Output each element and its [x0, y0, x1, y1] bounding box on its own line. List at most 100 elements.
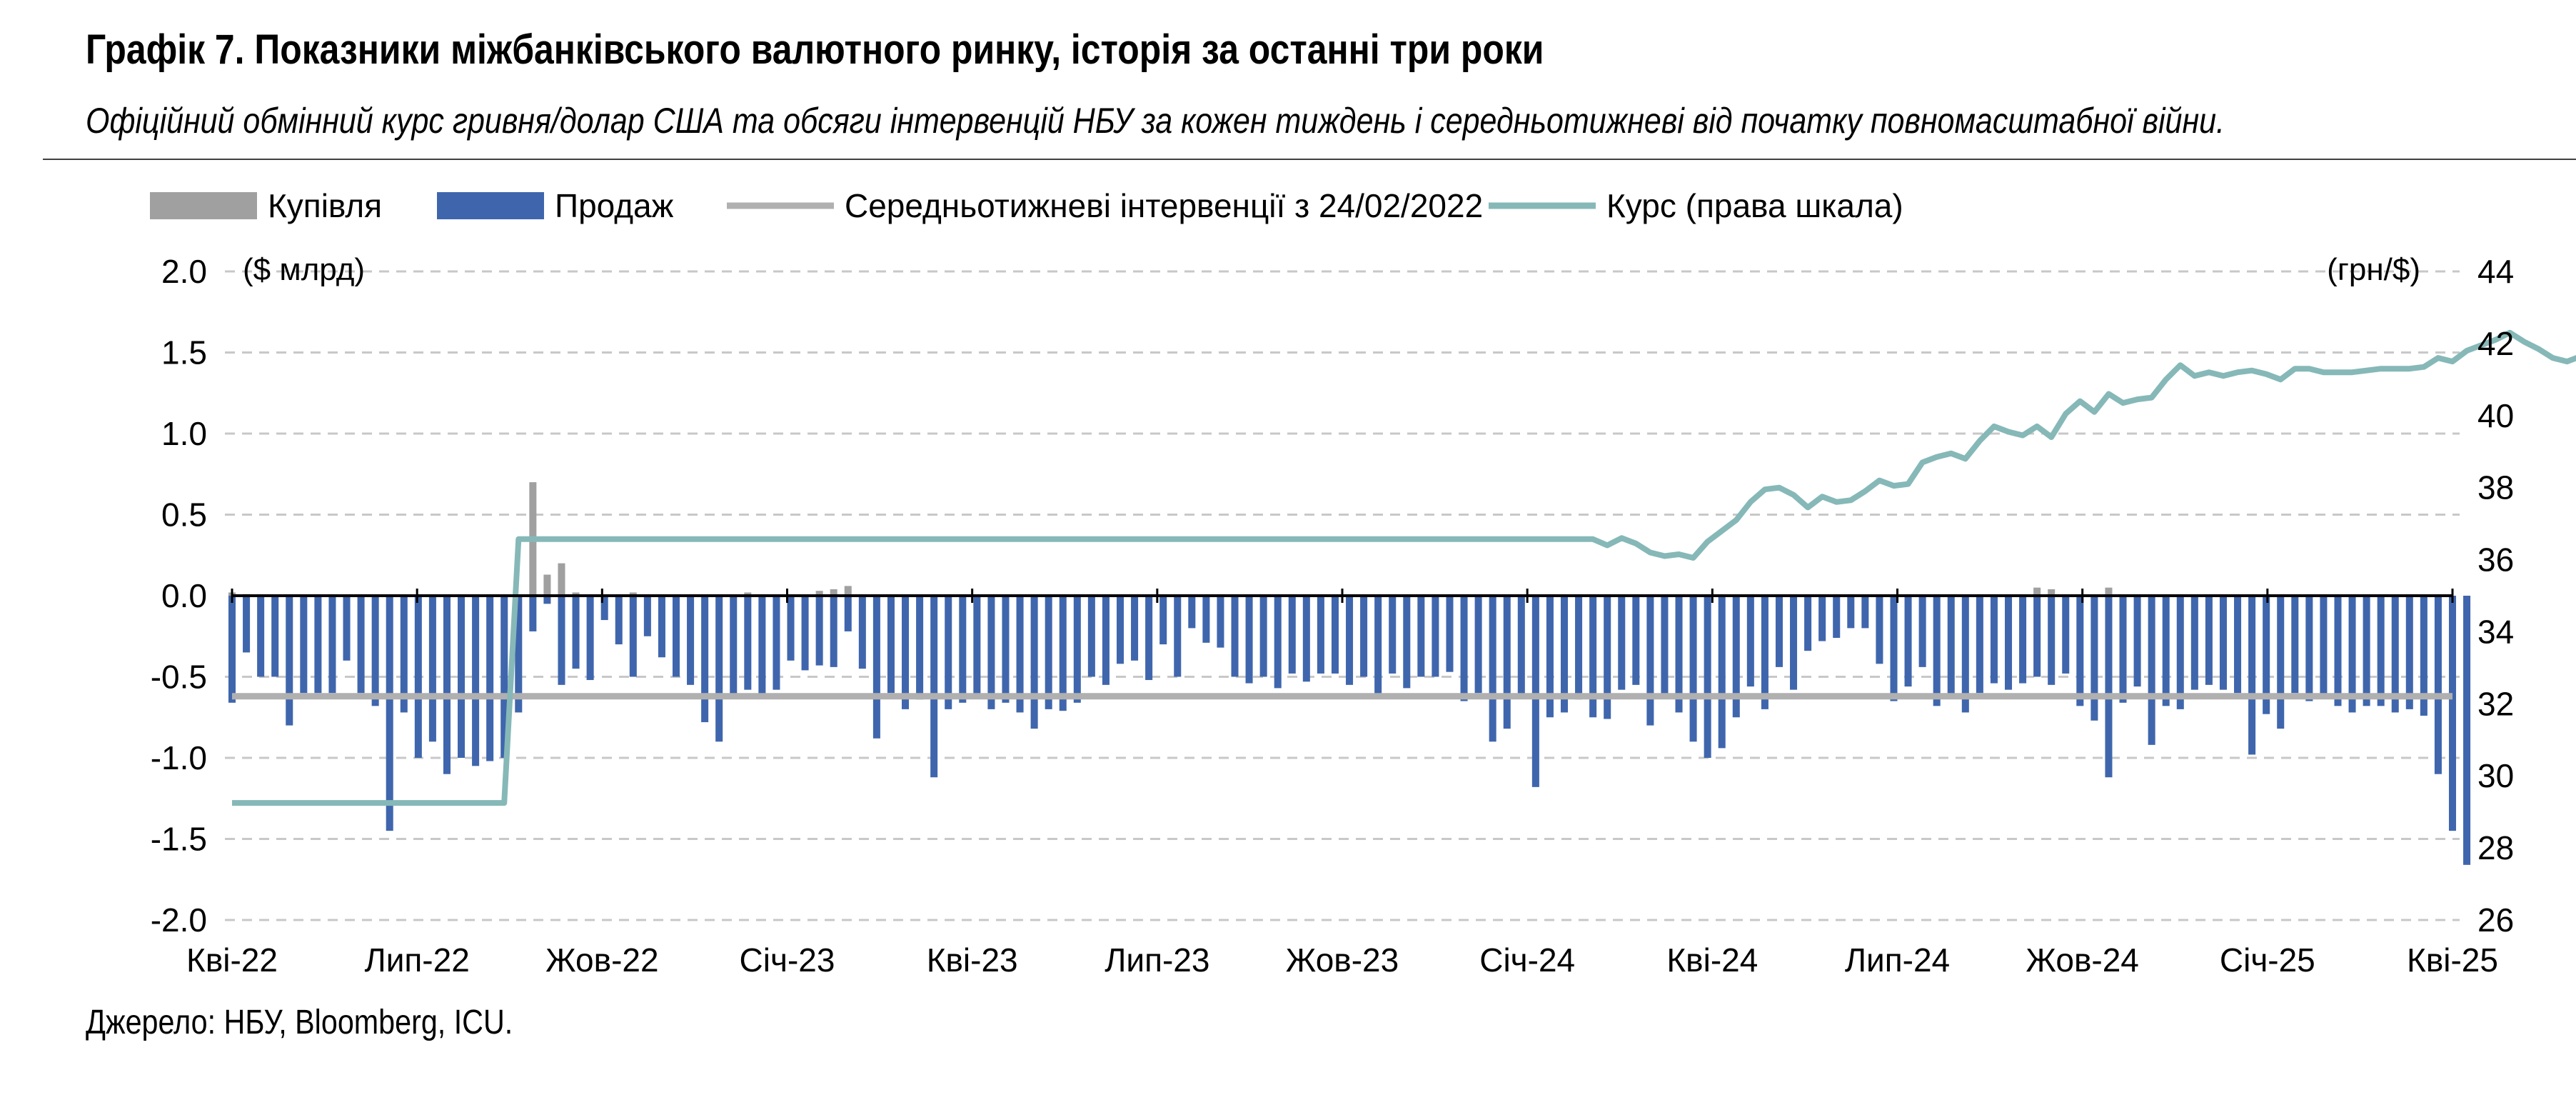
purchase-bar: [2033, 587, 2041, 596]
sale-bar: [1517, 596, 1525, 696]
sale-bar: [314, 596, 322, 694]
sale-bar: [801, 596, 809, 671]
sale-bar: [228, 596, 236, 703]
sale-bar: [2305, 596, 2313, 701]
x-tick-label: Жов-23: [1286, 941, 1399, 979]
sale-bar: [1174, 596, 1182, 677]
sale-bar: [844, 596, 852, 631]
sale-bar: [1933, 596, 1941, 706]
sale-bar: [1374, 596, 1382, 695]
sale-bar: [2119, 596, 2127, 703]
sale-bar: [1159, 596, 1167, 645]
sale-bar: [2434, 596, 2442, 774]
sale-bar: [2405, 596, 2413, 709]
sale-bar: [787, 596, 795, 661]
left-tick-label: 1.0: [161, 415, 207, 452]
sale-bar: [2463, 596, 2471, 865]
sale-bar: [1890, 596, 1898, 701]
sale-bar: [2291, 596, 2299, 694]
sale-bar: [1259, 596, 1267, 677]
axes: 2.0 1.5 1.0 0.5 0.0 -0.5 -1.0 -1.5 -2.0 44 42 40 38 3…: [151, 252, 2514, 979]
sale-bar: [300, 596, 308, 694]
sale-bar: [1331, 596, 1339, 674]
sale-bar: [1961, 596, 1969, 713]
sale-bar: [858, 596, 866, 669]
purchase-bar: [629, 592, 637, 596]
sale-bar: [1775, 596, 1783, 667]
sale-bar: [2420, 596, 2427, 716]
sale-bar: [286, 596, 293, 726]
sale-bar: [1045, 596, 1052, 709]
line-series: [232, 329, 2576, 806]
sale-bar: [1116, 596, 1125, 664]
left-tick-label: -2.0: [151, 901, 207, 939]
sale-bar: [973, 596, 981, 696]
sale-bar: [586, 596, 594, 681]
x-tick-label: Січ-23: [740, 941, 835, 979]
x-tick-label: Кві-22: [186, 941, 278, 979]
sale-bar: [400, 596, 408, 713]
sale-bar: [2263, 596, 2270, 714]
sale-bar: [1302, 596, 1310, 682]
sale-bar: [1231, 596, 1239, 677]
right-axis-label: (грн/$): [2327, 252, 2420, 287]
legend-label: Курс (права шкала): [1606, 187, 1903, 224]
sale-bar: [328, 596, 336, 694]
sale-bar: [1575, 596, 1583, 700]
sale-bar: [1030, 596, 1038, 729]
left-axis-label: ($ млрд): [243, 252, 365, 287]
sale-bar: [1661, 596, 1669, 696]
legend-label: Середньотижневі інтервенції з 24/02/2022: [845, 187, 1483, 224]
sale-bar: [872, 596, 880, 739]
sale-bar: [945, 596, 952, 709]
right-tick-label: 44: [2477, 253, 2514, 290]
sale-bar: [1145, 596, 1153, 681]
sale-bar: [1503, 596, 1511, 729]
sale-bar: [916, 596, 924, 700]
sale-bar: [1245, 596, 1253, 684]
sale-bar: [1131, 596, 1139, 661]
sale-bar: [730, 596, 738, 696]
purchase-bar: [744, 592, 752, 596]
right-tick-label: 34: [2477, 613, 2514, 650]
sale-bar: [2320, 596, 2328, 696]
sale-bar: [2062, 596, 2070, 674]
sale-bar: [1947, 596, 1955, 699]
sale-bar: [2004, 596, 2013, 690]
x-tick-label: Січ-24: [1479, 941, 1575, 979]
sale-bar: [1288, 596, 1296, 674]
purchase-bar: [844, 586, 852, 596]
left-tick-label: 1.5: [161, 334, 207, 371]
right-tick-label: 26: [2477, 901, 2514, 939]
sale-bar: [615, 596, 623, 645]
sale-bar: [744, 596, 752, 690]
right-tick-label: 36: [2477, 541, 2514, 579]
sale-bar: [1531, 596, 1539, 787]
right-tick-label: 42: [2477, 325, 2514, 362]
x-tick-label: Кві-24: [1666, 941, 1758, 979]
sale-bar: [357, 596, 365, 694]
sale-bar: [2334, 596, 2342, 706]
sale-bar: [1732, 596, 1740, 718]
sale-bar: [2091, 596, 2098, 721]
sale-bar: [629, 596, 637, 677]
purchase-bar: [2048, 589, 2056, 596]
right-tick-label: 30: [2477, 757, 2514, 794]
sale-bar: [643, 596, 651, 636]
sale-bar: [930, 596, 938, 778]
sale-bar: [600, 596, 608, 621]
sale-bar: [386, 596, 393, 831]
sale-bar: [2048, 596, 2056, 685]
sale-bar: [2391, 596, 2399, 713]
legend-swatch: [150, 192, 257, 219]
x-tick-label: Кві-23: [927, 941, 1018, 979]
sale-bar: [343, 596, 351, 661]
sale-bar: [2148, 596, 2155, 745]
chart-subtitle: Офіційний обмінний курс гривня/долар США…: [86, 101, 2225, 141]
sale-bar: [658, 596, 665, 658]
chart-title: Графік 7. Показники міжбанківського валю…: [86, 26, 1544, 73]
sale-bar: [2033, 596, 2041, 677]
x-tick-label: Кві-25: [2407, 941, 2498, 979]
sale-bar: [1102, 596, 1110, 685]
sale-bar: [959, 596, 967, 703]
